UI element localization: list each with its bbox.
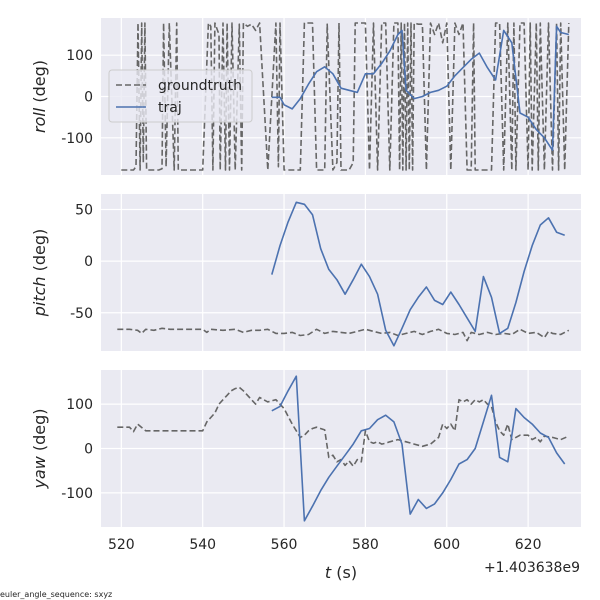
y-tick-label-pitch: -50	[70, 306, 93, 322]
legend-box	[108, 69, 253, 123]
series-groundtruth-yaw	[117, 386, 570, 468]
x-axis-label: t (s)	[325, 563, 357, 582]
x-tick-label: 560	[271, 537, 298, 553]
y-axis-label-var-roll: roll	[30, 107, 49, 133]
legend-groundtruth-label: groundtruth	[158, 78, 242, 94]
y-axis-label-roll: roll (deg)	[30, 60, 49, 133]
y-tick-label-roll: -100	[61, 131, 93, 147]
x-tick-label: 600	[433, 537, 460, 553]
x-tick-label: 580	[352, 537, 379, 553]
x-tick-label: 620	[515, 537, 542, 553]
y-tick-label-roll: 100	[66, 48, 93, 64]
y-axis-label-var-pitch: pitch	[30, 276, 49, 317]
plot-area-pitch	[101, 194, 581, 351]
series-groundtruth-roll	[121, 22, 570, 171]
y-axis-label-unit-roll: (deg)	[30, 60, 49, 108]
y-axis-label-var-yaw: yaw	[30, 455, 49, 489]
y-axis-label-yaw: yaw (deg)	[30, 408, 49, 489]
series-groundtruth-pitch	[117, 327, 570, 342]
y-tick-label-yaw: 100	[66, 397, 93, 413]
y-axis-label-pitch: pitch (deg)	[30, 229, 49, 318]
y-tick-label-pitch: 0	[84, 254, 93, 270]
y-tick-label-yaw: -100	[61, 486, 93, 502]
series-traj-pitch	[271, 201, 565, 347]
y-axis-label-unit-yaw: (deg)	[30, 408, 49, 456]
x-tick-label: 520	[108, 537, 135, 553]
y-tick-label-roll: 0	[84, 90, 93, 106]
subplot-roll: -100 0 100 roll (deg) groundtruth traj	[30, 18, 581, 175]
legend-traj-label: traj	[158, 100, 182, 116]
euler-sequence-footnote: euler_angle_sequence: sxyz	[0, 590, 112, 599]
x-axis-offset-label: +1.403638e9	[484, 560, 580, 576]
series-traj-roll	[271, 25, 569, 151]
y-axis-label-unit-pitch: (deg)	[30, 229, 49, 277]
subplot-pitch: -50 0 50 pitch (deg)	[30, 194, 581, 351]
subplot-yaw: -100 0 100 520 540 560 580 600 620 yaw (deg)	[30, 370, 581, 553]
series-traj-yaw	[271, 375, 566, 522]
x-axis-label-unit: (s)	[331, 563, 357, 582]
legend: groundtruth traj	[108, 69, 253, 123]
y-tick-label-yaw: 0	[84, 442, 93, 458]
x-tick-label: 540	[189, 537, 216, 553]
y-tick-label-pitch: 50	[75, 202, 93, 218]
x-axis-label-var: t	[325, 563, 332, 582]
